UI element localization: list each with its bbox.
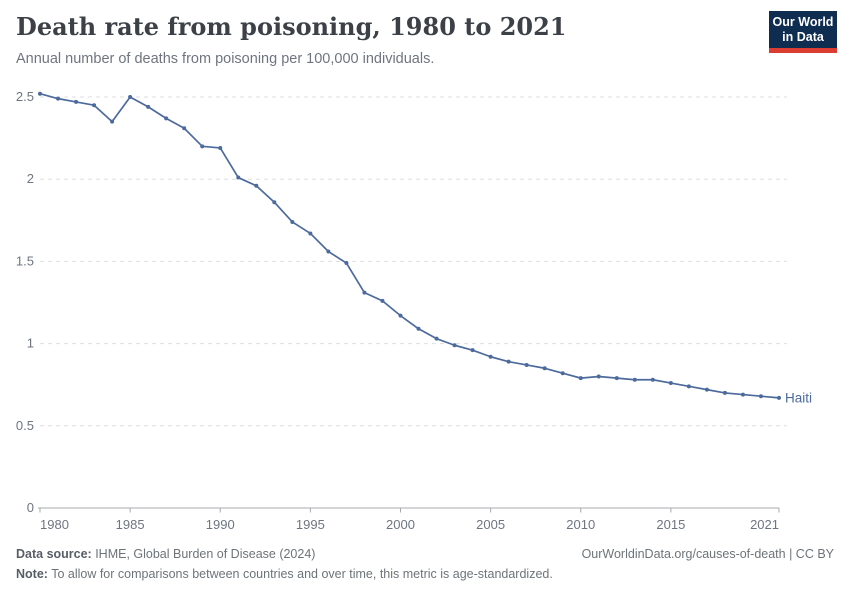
data-point xyxy=(56,96,61,101)
data-point xyxy=(146,104,151,109)
page-title: Death rate from poisoning, 1980 to 2021 xyxy=(16,12,567,41)
data-point xyxy=(470,348,475,353)
data-point xyxy=(758,394,763,399)
data-point xyxy=(344,261,349,266)
series-end-label: Haiti xyxy=(785,390,812,405)
data-point xyxy=(308,231,313,236)
data-point xyxy=(452,343,457,348)
data-point xyxy=(218,145,223,150)
data-point xyxy=(38,91,42,96)
owid-logo-line2: in Data xyxy=(782,30,824,44)
owid-logo-line1: Our World xyxy=(772,15,834,29)
data-point xyxy=(290,219,295,224)
data-point xyxy=(722,390,727,395)
data-line xyxy=(39,92,780,399)
chart-subtitle: Annual number of deaths from poisoning p… xyxy=(16,51,435,67)
data-point xyxy=(686,384,691,389)
data-point xyxy=(92,103,97,108)
x-tick-label: 2000 xyxy=(386,517,415,532)
data-point xyxy=(200,144,205,149)
data-point xyxy=(560,371,565,376)
footer: Data source: IHME, Global Burden of Dise… xyxy=(16,546,834,562)
x-tick-label: 2010 xyxy=(566,517,595,532)
y-tick-label: 0.5 xyxy=(16,418,34,433)
y-tick-label: 1.5 xyxy=(16,253,34,268)
data-point xyxy=(506,359,511,364)
data-point xyxy=(164,116,169,121)
data-point xyxy=(650,377,655,382)
y-tick-label: 2 xyxy=(27,171,34,186)
data-point xyxy=(434,336,439,341)
x-tick-label: 2015 xyxy=(656,517,685,532)
data-point xyxy=(362,290,367,295)
data-point xyxy=(254,183,259,188)
x-tick-label: 2005 xyxy=(476,517,505,532)
x-tick-label: 1980 xyxy=(40,517,69,532)
footer-link[interactable]: OurWorldinData.org/causes-of-death | CC … xyxy=(581,547,834,561)
data-point xyxy=(416,326,421,331)
x-tick-label: 1990 xyxy=(206,517,235,532)
data-source-label: Data source: xyxy=(16,547,92,561)
data-point xyxy=(704,387,709,392)
data-point xyxy=(74,99,79,104)
x-tick-label: 1995 xyxy=(296,517,325,532)
data-point xyxy=(380,298,385,303)
footer-note-label: Note: xyxy=(16,567,48,581)
data-point xyxy=(236,175,241,180)
x-tick-label: 2021 xyxy=(750,517,779,532)
data-point xyxy=(740,392,745,397)
data-point xyxy=(272,200,277,205)
data-point xyxy=(524,362,529,367)
footer-note-text: To allow for comparisons between countri… xyxy=(47,567,553,581)
data-point xyxy=(578,376,583,381)
data-point xyxy=(777,395,781,400)
y-tick-label: 0 xyxy=(27,500,34,515)
data-point xyxy=(632,377,637,382)
data-point xyxy=(182,126,187,131)
data-point xyxy=(398,313,403,318)
data-point xyxy=(326,249,331,254)
data-point xyxy=(668,381,673,386)
data-point xyxy=(596,374,601,379)
y-tick-label: 2.5 xyxy=(16,89,34,104)
x-tick-label: 1985 xyxy=(116,517,145,532)
data-point xyxy=(542,366,547,371)
data-source: Data source: IHME, Global Burden of Dise… xyxy=(16,546,315,562)
data-point xyxy=(110,119,115,124)
data-source-text: IHME, Global Burden of Disease (2024) xyxy=(91,547,316,561)
y-tick-label: 1 xyxy=(27,336,34,351)
data-point xyxy=(614,376,619,381)
owid-logo: Our World in Data xyxy=(769,11,837,53)
footer-note: Note: To allow for comparisons between c… xyxy=(16,566,834,582)
data-point xyxy=(128,95,133,99)
data-point xyxy=(488,354,493,359)
